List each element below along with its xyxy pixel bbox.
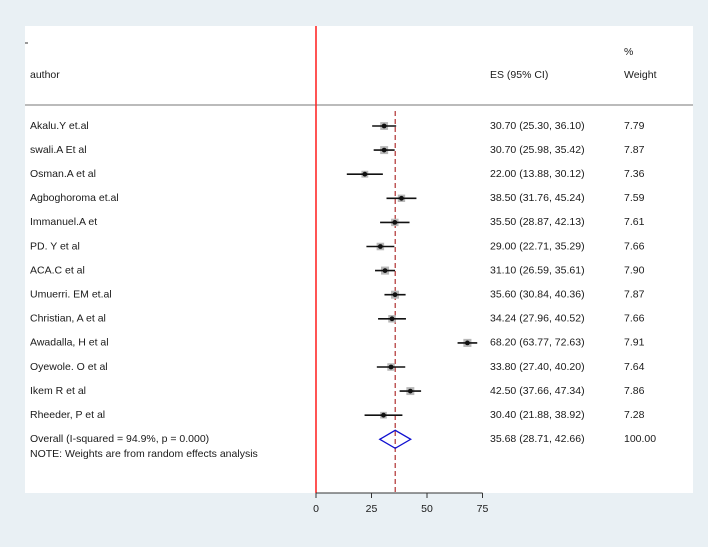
study-point-estimate xyxy=(389,316,395,322)
study-weight: 7.86 xyxy=(624,385,645,397)
study-weight: 7.79 xyxy=(624,120,645,132)
study-label: Awadalla, H et al xyxy=(30,337,109,349)
study-ci-text: 34.24 (27.96, 40.52) xyxy=(490,313,585,325)
study-label: Akalu.Y et.al xyxy=(30,120,89,132)
study-label: Rheeder, P et al xyxy=(30,409,105,421)
overall-ci-text: 35.68 (28.71, 42.66) xyxy=(490,433,585,445)
study-point-estimate xyxy=(388,364,394,370)
study-point-estimate xyxy=(381,123,387,129)
header-weight: Weight xyxy=(624,69,657,81)
weights-note: NOTE: Weights are from random effects an… xyxy=(30,448,258,460)
study-point-estimate xyxy=(399,195,404,201)
study-point-estimate xyxy=(381,147,387,153)
study-ci-text: 30.70 (25.30, 36.10) xyxy=(490,120,585,132)
study-weight: 7.87 xyxy=(624,144,645,156)
x-axis-tick-label: 50 xyxy=(421,503,433,515)
study-point-estimate xyxy=(465,340,470,346)
study-label: Oyewole. O et al xyxy=(30,361,108,373)
study-point-estimate xyxy=(377,244,383,249)
header-es-ci: ES (95% CI) xyxy=(490,69,548,81)
study-weight: 7.64 xyxy=(624,361,645,373)
study-weight: 7.28 xyxy=(624,409,645,421)
study-point-estimate xyxy=(392,220,398,225)
overall-weight: 100.00 xyxy=(624,433,656,445)
x-axis-tick-label: 0 xyxy=(313,503,319,515)
study-ci-text: 38.50 (31.76, 45.24) xyxy=(490,192,585,204)
study-weight: 7.61 xyxy=(624,216,645,228)
study-ci-text: 68.20 (63.77, 72.63) xyxy=(490,337,585,349)
study-ci-text: 42.50 (37.66, 47.34) xyxy=(490,385,585,397)
study-label: swali.A Et al xyxy=(30,144,87,156)
study-label: Agboghoroma et.al xyxy=(30,192,119,204)
study-ci-text: 33.80 (27.40, 40.20) xyxy=(490,361,585,373)
study-weight: 7.91 xyxy=(624,337,645,349)
x-axis-tick-label: 25 xyxy=(366,503,378,515)
study-weight: 7.66 xyxy=(624,313,645,325)
x-axis-tick-label: 75 xyxy=(477,503,489,515)
study-point-estimate xyxy=(382,268,388,273)
study-weight: 7.90 xyxy=(624,264,645,276)
study-point-estimate xyxy=(407,388,413,394)
study-label: Christian, A et al xyxy=(30,313,106,325)
study-point-estimate xyxy=(381,412,386,418)
study-label: Immanuel.A et xyxy=(30,216,97,228)
study-label: Ikem R et al xyxy=(30,385,86,397)
study-label: PD. Y et al xyxy=(30,240,80,252)
study-weight: 7.66 xyxy=(624,240,645,252)
study-ci-text: 30.40 (21.88, 38.92) xyxy=(490,409,585,421)
overall-label: Overall (I-squared = 94.9%, p = 0.000) xyxy=(30,433,209,445)
study-ci-text: 30.70 (25.98, 35.42) xyxy=(490,144,585,156)
header-weight-percent: % xyxy=(624,46,633,58)
study-ci-text: 29.00 (22.71, 35.29) xyxy=(490,240,585,252)
forest-plot-svg: % author ES (95% CI) Weight Akalu.Y et.al 30.… xyxy=(25,26,693,515)
study-weight: 7.59 xyxy=(624,192,645,204)
study-label: ACA.C et al xyxy=(30,264,85,276)
study-weight: 7.87 xyxy=(624,288,645,300)
forest-plot-area: % author ES (95% CI) Weight Akalu.Y et.al 30.… xyxy=(25,26,693,515)
study-label: Umuerri. EM et.al xyxy=(30,288,112,300)
study-ci-text: 22.00 (13.88, 30.12) xyxy=(490,168,585,180)
study-weight: 7.36 xyxy=(624,168,645,180)
overall-diamond xyxy=(378,429,412,450)
header-author: author xyxy=(30,69,60,81)
study-label: Osman.A et al xyxy=(30,168,96,180)
study-ci-text: 35.60 (30.84, 40.36) xyxy=(490,288,585,300)
study-point-estimate xyxy=(362,171,368,177)
study-point-estimate xyxy=(392,292,398,298)
study-ci-text: 35.50 (28.87, 42.13) xyxy=(490,216,585,228)
study-ci-text: 31.10 (26.59, 35.61) xyxy=(490,264,585,276)
